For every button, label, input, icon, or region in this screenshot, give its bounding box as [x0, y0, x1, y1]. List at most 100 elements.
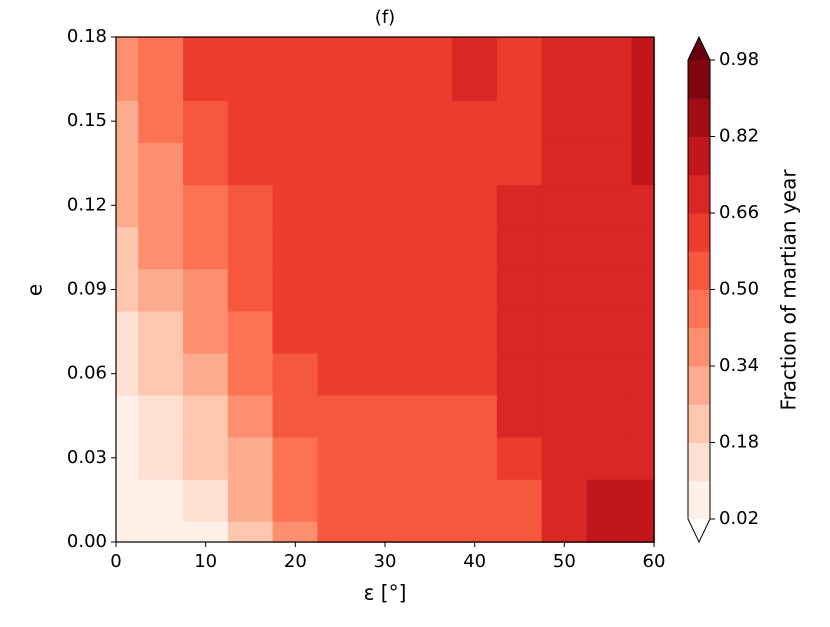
- contour-cell: [452, 99, 498, 144]
- contour-cell: [272, 36, 319, 59]
- colorbar-over: [688, 37, 710, 60]
- contour-cell: [407, 310, 454, 354]
- colorbar-tick-label: 0.02: [719, 508, 759, 529]
- contour-cell: [272, 394, 319, 438]
- contour-cell: [586, 36, 633, 59]
- contour-cell: [272, 99, 319, 144]
- contour-cell: [115, 141, 140, 186]
- contour-cell: [317, 394, 364, 438]
- contour-cell: [407, 478, 454, 522]
- contour-cell: [317, 99, 364, 144]
- contour-cell: [272, 520, 319, 543]
- colorbar-tick-label: 0.34: [719, 355, 759, 376]
- contour-cell: [183, 57, 229, 101]
- contour-cell: [272, 436, 319, 480]
- contour-cell: [183, 36, 229, 59]
- x-tick-label: 0: [110, 551, 121, 572]
- contour-cell: [496, 141, 543, 186]
- contour-cell: [496, 57, 543, 101]
- contour-cell: [138, 184, 185, 228]
- contour-cell: [496, 520, 543, 543]
- contour-cell: [317, 478, 364, 522]
- contour-cell: [541, 268, 588, 312]
- contour-cell: [115, 394, 140, 438]
- contour-cell: [631, 184, 655, 228]
- contour-cell: [317, 268, 364, 312]
- colorbar-band: [688, 174, 710, 214]
- contour-cell: [586, 184, 633, 228]
- contour-cell: [362, 36, 409, 59]
- contour-cell: [586, 394, 633, 438]
- contour-cell: [496, 99, 543, 144]
- contour-cell: [631, 57, 655, 101]
- contour-cell: [183, 352, 229, 396]
- contour-cell: [452, 268, 498, 312]
- contour-cell: [586, 520, 633, 543]
- contour-cell: [452, 394, 498, 438]
- contour-cell: [362, 436, 409, 480]
- contour-cell: [452, 352, 498, 396]
- x-tick-label: 30: [374, 551, 397, 572]
- x-tick-label: 40: [463, 551, 486, 572]
- contour-cell: [183, 394, 229, 438]
- contour-cell: [452, 226, 498, 270]
- contour-cell: [272, 57, 319, 101]
- contour-cell: [317, 436, 364, 480]
- contour-cell: [631, 394, 655, 438]
- contour-cell: [138, 520, 185, 543]
- colorbar-band: [688, 213, 710, 252]
- contour-cell: [138, 268, 185, 312]
- y-tick-label: 0.06: [67, 363, 107, 384]
- contour-cell: [138, 310, 185, 354]
- contour-cell: [227, 352, 274, 396]
- contour-cell: [541, 310, 588, 354]
- contour-cell: [541, 394, 588, 438]
- contour-cell: [541, 99, 588, 144]
- contour-cell: [586, 478, 633, 522]
- contour-cell: [407, 184, 454, 228]
- contour-cell: [115, 99, 140, 144]
- contour-area: [115, 36, 655, 543]
- contour-cell: [362, 184, 409, 228]
- contour-cell: [227, 184, 274, 228]
- contour-cell: [586, 310, 633, 354]
- colorbar-tick-label: 0.50: [719, 279, 759, 300]
- contour-cell: [496, 478, 543, 522]
- x-tick-label: 20: [284, 551, 307, 572]
- colorbar-band: [688, 366, 710, 405]
- contour-cell: [496, 436, 543, 480]
- contour-cell: [272, 268, 319, 312]
- contour-cell: [631, 268, 655, 312]
- contour-cell: [115, 310, 140, 354]
- contour-cell: [586, 57, 633, 101]
- y-tick-label: 0.12: [67, 194, 107, 215]
- contour-cell: [541, 352, 588, 396]
- colorbar-tick-label: 0.18: [719, 432, 759, 453]
- contour-cell: [496, 352, 543, 396]
- contour-cell: [317, 36, 364, 59]
- contour-cell: [138, 57, 185, 101]
- contour-cell: [362, 57, 409, 101]
- contour-cell: [183, 310, 229, 354]
- contour-cell: [272, 141, 319, 186]
- contour-cell: [541, 226, 588, 270]
- contour-cell: [362, 352, 409, 396]
- contour-cell: [183, 99, 229, 144]
- contour-cell: [115, 226, 140, 270]
- contour-cell: [452, 57, 498, 101]
- colorbar-band: [688, 404, 710, 443]
- contour-cell: [541, 478, 588, 522]
- y-tick-label: 0.03: [67, 447, 107, 468]
- colorbar-tick-label: 0.98: [719, 49, 759, 70]
- contour-cell: [362, 310, 409, 354]
- contour-cell: [272, 310, 319, 354]
- contour-cell: [407, 394, 454, 438]
- contour-cell: [183, 268, 229, 312]
- contour-cell: [183, 141, 229, 186]
- contour-cell: [317, 226, 364, 270]
- contour-cell: [362, 394, 409, 438]
- contour-cell: [541, 436, 588, 480]
- x-axis-label: ε [°]: [364, 581, 407, 605]
- chart-title: (f): [375, 7, 395, 28]
- contour-cell: [227, 268, 274, 312]
